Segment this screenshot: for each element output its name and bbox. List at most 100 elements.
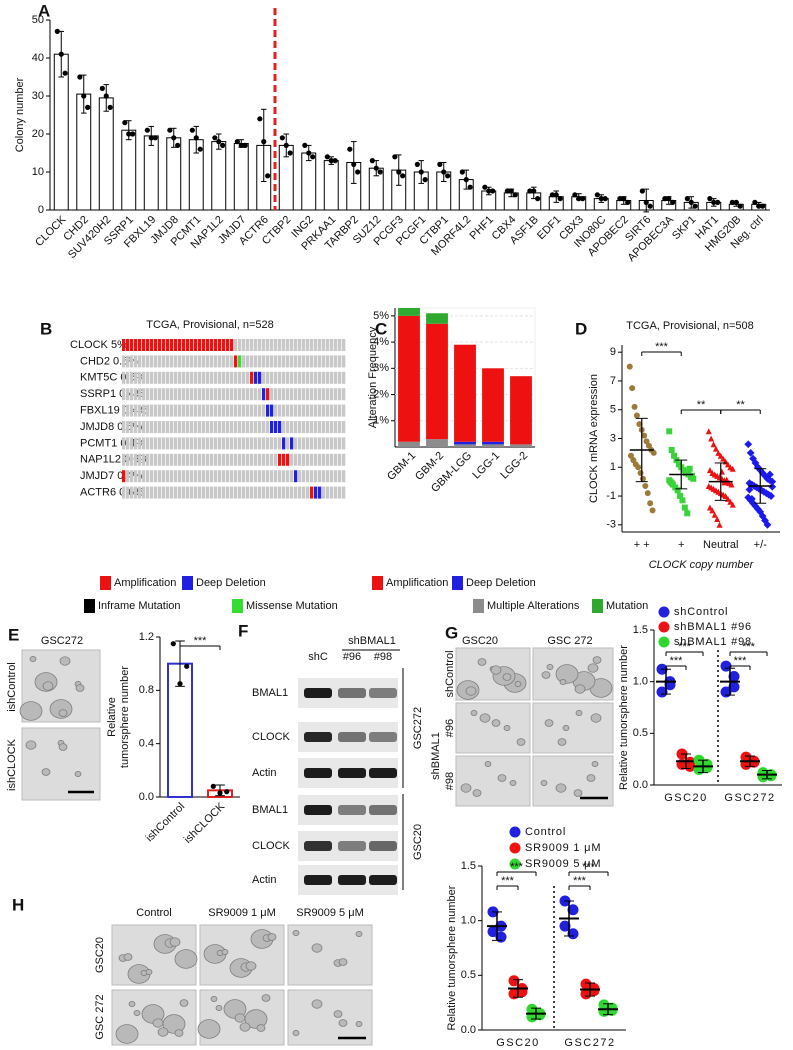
oncoprint-cell [254, 421, 258, 433]
column-label: SR9009 1 μM [208, 907, 275, 919]
cell-sphere [338, 958, 348, 966]
oncoprint-cell [226, 388, 230, 401]
data-point [767, 492, 775, 500]
oncoprint-cell [162, 437, 166, 450]
oncoprint-cell [154, 486, 158, 499]
oncoprint-cell [190, 404, 194, 417]
legend-swatch [100, 576, 111, 590]
oncoprint-cell [238, 355, 242, 368]
cell-sphere [29, 656, 37, 662]
micrograph [455, 702, 531, 754]
lane-label: shC [308, 651, 328, 663]
oncoprint-cell [258, 404, 262, 417]
data-point [602, 196, 608, 202]
data-point [617, 196, 623, 202]
oncoprint-cell [154, 339, 158, 351]
data-point [400, 173, 406, 179]
data-point [220, 142, 226, 148]
oncoprint-cell [190, 486, 194, 499]
oncoprint-cell [198, 437, 202, 450]
data-point [576, 196, 582, 202]
y-tick-label: 0.0 [139, 791, 154, 803]
row-label: #96 [444, 719, 456, 737]
cell-sphere [562, 725, 570, 731]
oncoprint-cell [334, 486, 338, 499]
oncoprint-cell [314, 404, 318, 417]
y-tick-label: 3 [610, 432, 616, 444]
oncoprint-cell [146, 388, 150, 401]
oncoprint-cell [166, 339, 170, 351]
blot-group-label: GSC20 [412, 824, 424, 860]
cell-sphere [355, 931, 363, 937]
data-point [744, 440, 753, 449]
oncoprint-cell [330, 453, 334, 466]
oncoprint-cell [306, 371, 310, 384]
oncoprint-cell [134, 355, 138, 368]
cell-sphere [559, 679, 567, 685]
oncoprint-cell [250, 355, 254, 368]
oncoprint-cell [218, 355, 222, 368]
oncoprint-cell [286, 355, 290, 368]
y-tick-label: 1.0 [461, 915, 476, 927]
y-tick-label: 1.5 [633, 624, 648, 636]
oncoprint-cell [294, 404, 298, 417]
oncoprint-cell [134, 339, 138, 351]
x-axis-label: CLOCK copy number [649, 559, 755, 571]
oncoprint-cell [122, 453, 126, 466]
oncoprint-cell [182, 371, 186, 384]
cell-sphere [292, 930, 300, 936]
data-point [717, 452, 724, 459]
oncoprint-cell [210, 388, 214, 401]
oncoprint-cell [126, 339, 130, 351]
cell-sphere [25, 740, 37, 750]
blot-band [304, 805, 332, 815]
oncoprint-cell [142, 486, 146, 499]
data-point [377, 169, 383, 175]
oncoprint-cell [306, 486, 310, 499]
oncoprint-cell [338, 371, 342, 384]
oncoprint-cell [226, 355, 230, 368]
oncoprint-cell [314, 421, 318, 433]
oncoprint-cell [282, 339, 286, 351]
oncoprint-cell [186, 404, 190, 417]
oncoprint-cell [146, 486, 150, 499]
oncoprint-cell [146, 421, 150, 433]
legend-swatch [84, 599, 95, 613]
data-point [677, 493, 684, 500]
y-tick-label: 1% [373, 415, 389, 427]
oncoprint-cell [290, 486, 294, 499]
oncoprint-cell [302, 470, 306, 483]
oncoprint-cell [314, 437, 318, 450]
oncoprint-cell [294, 421, 298, 433]
oncoprint-cell [322, 371, 326, 384]
cell-sphere [541, 671, 551, 679]
cell-sphere [75, 684, 85, 692]
oncoprint-cell [174, 355, 178, 368]
data-point [686, 465, 693, 472]
significance-label: *** [678, 641, 692, 653]
oncoprint-cell [326, 388, 330, 401]
oncoprint-cell [298, 486, 302, 499]
oncoprint-cell [278, 421, 282, 433]
data-point [684, 196, 690, 202]
oncoprint-cell [270, 486, 274, 499]
blot-row-label: Actin [252, 874, 276, 886]
y-axis-label: CLOCK mRNA expression [588, 374, 600, 503]
data-point [744, 493, 753, 502]
oncoprint-cell [322, 437, 326, 450]
panel-letter: B [40, 319, 52, 338]
data-point [633, 412, 640, 419]
data-point [508, 975, 520, 987]
legend-label: shControl [674, 606, 728, 618]
data-point [670, 199, 676, 205]
oncoprint-cell [198, 371, 202, 384]
oncoprint-cell [178, 470, 182, 483]
significance-label: *** [510, 861, 524, 873]
oncoprint-cell [270, 388, 274, 401]
cell-sphere [546, 664, 554, 670]
oncoprint-cell [302, 355, 306, 368]
oncoprint-cell [326, 453, 330, 466]
legend-label: shBMAL1 #98 [674, 636, 752, 648]
y-axis-label: Relative tumorsphere number [446, 885, 458, 1030]
oncoprint-cell [246, 388, 250, 401]
